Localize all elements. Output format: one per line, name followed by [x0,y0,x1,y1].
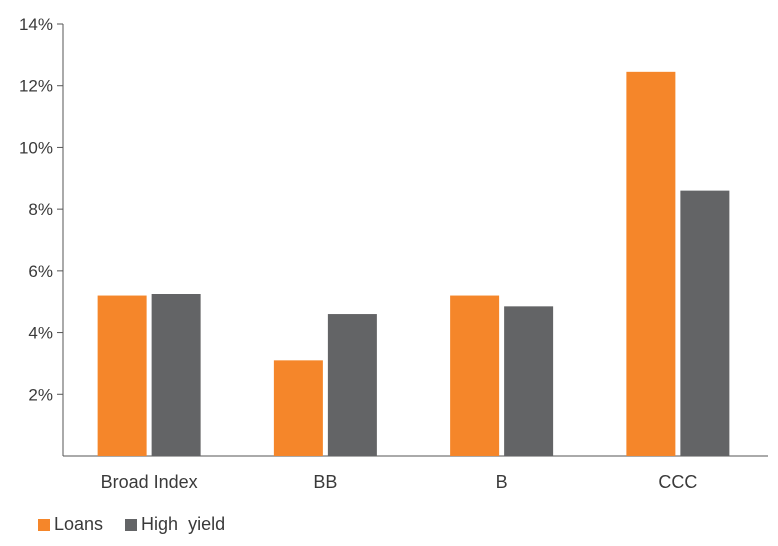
legend-swatch-loans [38,518,50,531]
x-category-label: BB [313,472,337,492]
bar-high-yield [151,294,201,456]
bar-high-yield [680,190,730,456]
x-category-label: B [496,472,508,492]
legend-label-high-yield: High yield [141,514,226,534]
x-category-label: CCC [658,472,697,492]
x-category-label: Broad Index [101,472,198,492]
x-category-labels: Broad Index BB B CCC [101,472,698,492]
bar-loans [626,71,676,456]
bar-loans [97,295,147,456]
legend-label-loans: Loans [54,514,104,534]
y-tick-label: 10% [19,138,53,157]
bars [97,71,730,456]
y-tick-label: 4% [28,324,53,343]
bar-high-yield [327,314,377,456]
y-tick-label: 6% [28,262,53,281]
y-tick-label: 14% [19,15,53,34]
legend-item-loans: Loans [38,514,103,535]
legend: Loans High yield [38,514,247,535]
legend-swatch-high-yield [125,518,138,531]
bar-high-yield [504,306,554,456]
y-tick-label: 12% [19,77,53,96]
bar-loans [273,360,323,456]
bar-loans [450,295,500,456]
y-tick-labels: 2% 4% 6% 8% 10% 12% 14% [19,15,53,404]
y-tick-label: 2% [28,385,53,404]
y-tick-label: 8% [28,200,53,219]
legend-item-high-yield: High yield [125,514,225,535]
